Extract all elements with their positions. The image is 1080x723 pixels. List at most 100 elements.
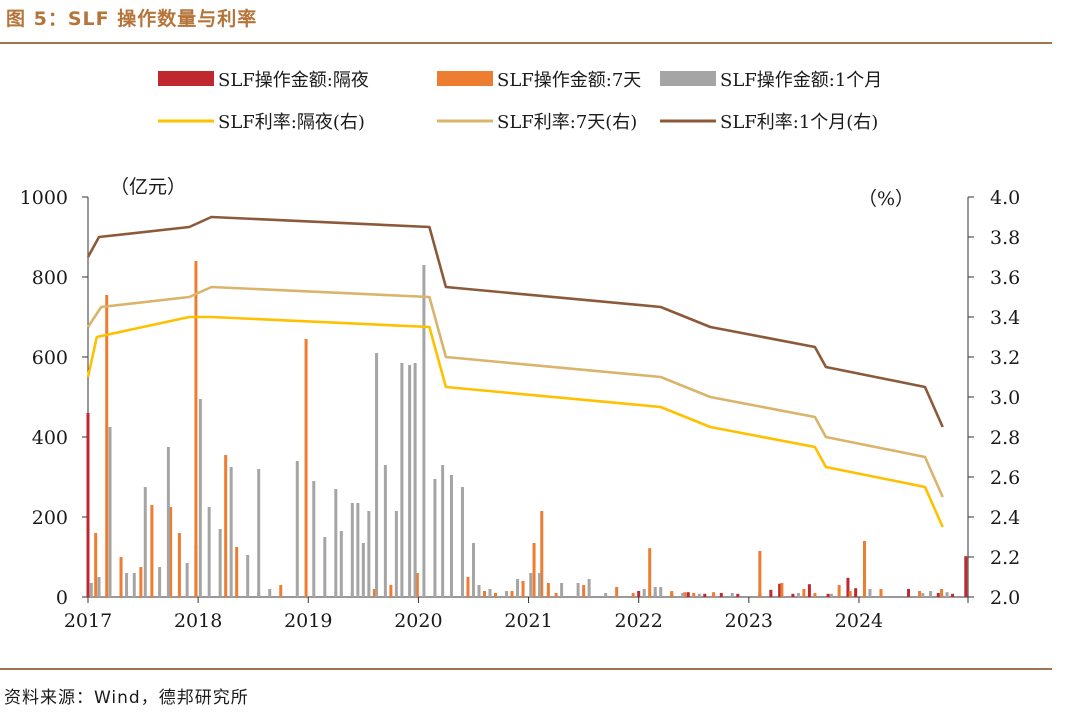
- bar-d7: [304, 339, 308, 597]
- legend-label: SLF利率:7天(右): [497, 112, 637, 133]
- bar-d7: [540, 511, 544, 597]
- bar-m1: [945, 592, 949, 597]
- bar-m1: [653, 587, 657, 597]
- bar-d7: [482, 591, 486, 597]
- bar-m1: [538, 573, 542, 597]
- bar-m1: [681, 593, 685, 597]
- bar-m1: [166, 447, 170, 597]
- bar-m1: [383, 465, 387, 597]
- bar-d7: [802, 589, 806, 597]
- legend-swatch-m1: [660, 71, 716, 86]
- bar-on: [854, 588, 858, 597]
- bar-d7: [466, 577, 470, 597]
- bar-d7: [879, 589, 883, 597]
- bar-m1: [929, 591, 933, 597]
- bar-m1: [361, 543, 365, 597]
- bar-d7: [582, 585, 586, 597]
- bar-m1: [125, 573, 129, 597]
- bar-m1: [394, 511, 398, 597]
- bar-d7: [631, 593, 635, 597]
- bar-d7: [139, 567, 143, 597]
- bar-on: [807, 584, 811, 597]
- bar-m1: [158, 567, 162, 597]
- bar-on: [686, 592, 690, 597]
- bar-m1: [143, 487, 147, 597]
- bar-d7: [235, 547, 239, 597]
- bar-d7: [940, 589, 944, 597]
- bar-m1: [408, 365, 412, 597]
- bar-on: [719, 593, 723, 597]
- right-tick-label: 3.2: [990, 347, 1020, 369]
- figure-title: 图 5：SLF 操作数量与利率: [6, 8, 258, 30]
- x-tick-label: 2023: [725, 610, 773, 632]
- legend-label: SLF操作金额:隔夜: [218, 70, 369, 91]
- bar-m1: [921, 593, 925, 597]
- bar-d7: [862, 541, 866, 597]
- source-note: 资料来源：Wind，德邦研究所: [4, 688, 249, 708]
- bar-m1: [246, 555, 250, 597]
- legend-swatch-d7: [437, 71, 493, 86]
- right-tick-label: 3.0: [990, 387, 1020, 409]
- right-tick-label: 2.6: [990, 467, 1020, 489]
- bar-m1: [334, 489, 338, 597]
- bar-m1: [460, 487, 464, 597]
- right-tick-label: 2.4: [990, 507, 1020, 529]
- bar-m1: [356, 503, 360, 597]
- bar-d7: [279, 585, 283, 597]
- bar-m1: [185, 563, 189, 597]
- bar-m1: [471, 543, 475, 597]
- bar-m1: [229, 467, 233, 597]
- bar-m1: [505, 591, 509, 597]
- legend-label: SLF利率:1个月(右): [720, 112, 878, 133]
- bar-m1: [488, 589, 492, 597]
- bar-m1: [477, 585, 481, 597]
- bar-d7: [670, 591, 674, 597]
- bar-m1: [697, 593, 701, 597]
- bar-m1: [339, 531, 343, 597]
- right-tick-label: 3.4: [990, 307, 1020, 329]
- bar-m1: [198, 399, 202, 597]
- x-tick-label: 2024: [835, 610, 883, 632]
- bar-m1: [659, 587, 663, 597]
- bar-d7: [648, 548, 652, 597]
- right-tick-label: 2.0: [990, 587, 1020, 609]
- bar-d7: [683, 592, 687, 597]
- bar-series-group: [86, 261, 968, 597]
- bar-m1: [529, 573, 533, 597]
- bar-d7: [119, 557, 123, 597]
- bar-m1: [433, 479, 437, 597]
- line-r_on: [86, 315, 944, 528]
- bar-d7: [615, 587, 619, 597]
- bar-on: [703, 593, 707, 597]
- bar-on: [778, 583, 782, 597]
- bottom-rule: [0, 668, 1052, 670]
- top-rule: [0, 42, 1052, 44]
- left-tick-label: 1000: [20, 187, 68, 209]
- chart: SLF操作金额:隔夜 SLF操作金额:7天 SLF操作金额:1个月 SLF利率:隔夜(…: [20, 70, 1021, 632]
- bar-m1: [108, 427, 112, 597]
- bar-d7: [521, 581, 525, 597]
- legend-label: SLF操作金额:7天: [497, 70, 641, 91]
- bar-d7: [918, 591, 922, 597]
- left-tick-label: 200: [32, 507, 68, 529]
- bar-m1: [132, 573, 136, 597]
- bar-m1: [796, 593, 800, 597]
- right-tick-label: 4.0: [990, 187, 1020, 209]
- legend-label: SLF操作金额:1个月: [720, 70, 882, 91]
- bar-d7: [546, 583, 550, 597]
- left-tick-label: 600: [32, 347, 68, 369]
- left-axis-unit: （亿元）: [110, 176, 186, 198]
- bar-m1: [422, 265, 426, 597]
- bar-on: [964, 556, 968, 597]
- bar-d7: [194, 261, 198, 597]
- bar-d7: [415, 573, 419, 597]
- legend-item: SLF利率:7天(右): [437, 112, 637, 133]
- bar-m1: [413, 363, 417, 597]
- bar-m1: [587, 579, 591, 597]
- bar-on: [907, 589, 911, 597]
- bar-d7: [780, 583, 784, 597]
- bar-m1: [576, 583, 580, 597]
- bar-d7: [494, 593, 498, 597]
- bar-m1: [350, 503, 354, 597]
- legend: SLF操作金额:隔夜 SLF操作金额:7天 SLF操作金额:1个月 SLF利率:隔夜(…: [158, 70, 882, 133]
